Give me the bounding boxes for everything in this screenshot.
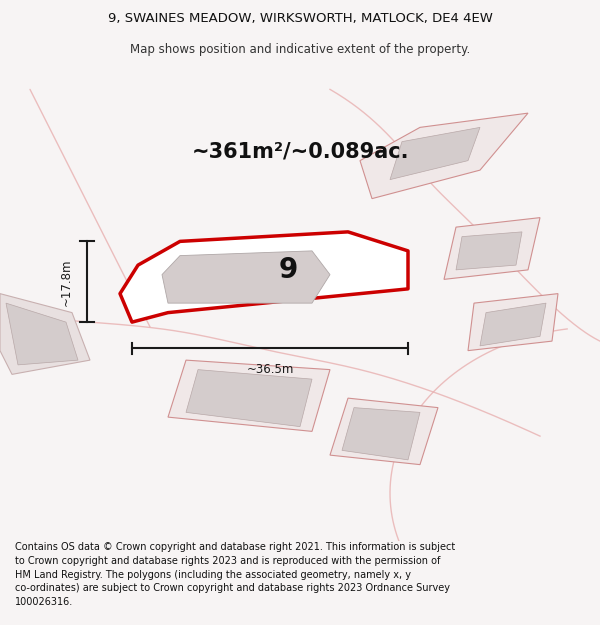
Polygon shape — [6, 303, 78, 365]
Text: ~36.5m: ~36.5m — [247, 363, 293, 376]
Polygon shape — [456, 232, 522, 270]
Polygon shape — [468, 294, 558, 351]
Polygon shape — [330, 398, 438, 464]
Text: Map shows position and indicative extent of the property.: Map shows position and indicative extent… — [130, 42, 470, 56]
Text: Contains OS data © Crown copyright and database right 2021. This information is : Contains OS data © Crown copyright and d… — [15, 542, 455, 607]
Polygon shape — [390, 127, 480, 179]
Polygon shape — [444, 217, 540, 279]
Polygon shape — [168, 360, 330, 431]
Polygon shape — [342, 408, 420, 460]
Polygon shape — [120, 232, 408, 322]
Text: ~361m²/~0.089ac.: ~361m²/~0.089ac. — [191, 141, 409, 161]
Text: 9: 9 — [278, 256, 298, 284]
Text: 9, SWAINES MEADOW, WIRKSWORTH, MATLOCK, DE4 4EW: 9, SWAINES MEADOW, WIRKSWORTH, MATLOCK, … — [107, 12, 493, 25]
Polygon shape — [0, 294, 90, 374]
Polygon shape — [480, 303, 546, 346]
Polygon shape — [162, 251, 330, 303]
Polygon shape — [186, 369, 312, 427]
Text: ~17.8m: ~17.8m — [59, 258, 73, 306]
Polygon shape — [360, 113, 528, 199]
